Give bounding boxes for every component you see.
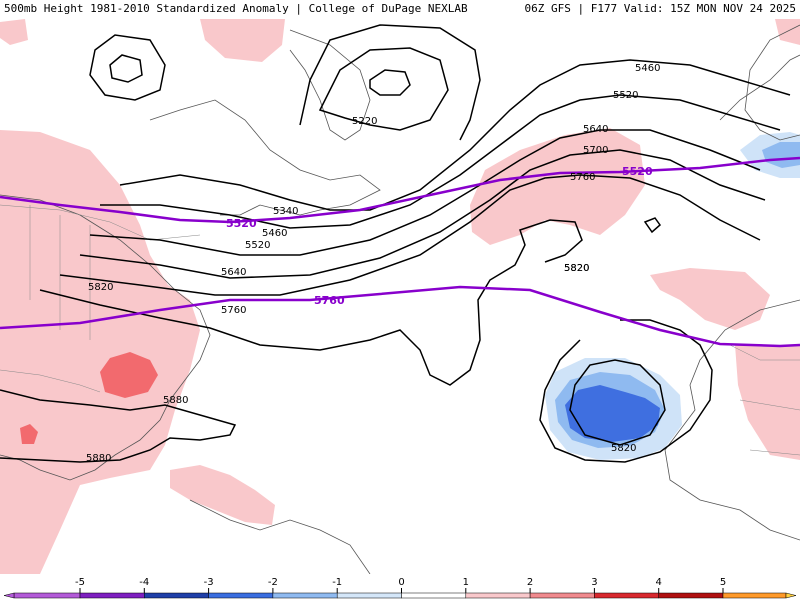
contour-labrador-low [109, 54, 143, 83]
coastline-north-america [0, 194, 211, 481]
contour-label: 5640 [221, 267, 246, 278]
contour-5460 [119, 59, 791, 211]
contour-label: 5340 [273, 206, 298, 217]
colorbar-tick-label: 5 [720, 577, 726, 588]
anomaly-area-central-atlantic [470, 128, 645, 245]
colorbar-segment [594, 592, 659, 599]
coastline-south-america [189, 499, 371, 574]
colorbar-segment [722, 592, 787, 599]
contour-label: 5700 [583, 145, 608, 156]
coastlines [0, 24, 800, 574]
colorbar-tick-label: 0 [398, 577, 404, 588]
climatology-5760 [0, 285, 800, 348]
colorbar-segment [13, 592, 81, 599]
contour-label: 5760 [221, 305, 246, 316]
colorbar-tick-label: 2 [527, 577, 533, 588]
coastline-greenland [289, 29, 371, 141]
neg-anomaly-northeast-inner [762, 142, 800, 168]
coastline-africa [664, 24, 800, 541]
border-us-canada [0, 204, 201, 241]
contour-label: 5460 [635, 63, 660, 74]
map-title: 500mb Height 1981-2010 Standardized Anom… [4, 2, 468, 15]
contour-label: 5820 [611, 443, 636, 454]
colorbar-segment [208, 592, 274, 599]
colorbar-tick-label: -5 [75, 577, 85, 588]
anomaly-area-northeast-canada [0, 19, 28, 45]
colorbar-tick-label: 1 [463, 577, 469, 588]
contour-5760 [59, 174, 761, 296]
contour-5820-main [39, 219, 583, 386]
anomaly-area-west-atlantic [0, 130, 200, 574]
neg-anomaly-core [565, 385, 660, 442]
height-contours [0, 24, 791, 463]
contour-5700 [79, 149, 766, 279]
border-africa-1 [729, 344, 800, 456]
climatology-5520 [0, 156, 800, 224]
contour-label: 5460 [262, 228, 287, 239]
colorbar-segment [529, 592, 595, 599]
contour-label: 5880 [86, 453, 111, 464]
climatology-contours [0, 156, 800, 348]
colorbar-segment [272, 592, 338, 599]
coastline-canada [149, 99, 381, 216]
colorbar-segment [465, 592, 531, 599]
contour-label: 5820 [564, 263, 589, 274]
colorbar-segment [401, 592, 467, 599]
contour-label: 5220 [352, 116, 377, 127]
anomaly-core-mexico [20, 424, 38, 444]
contour-small-oval [643, 217, 662, 234]
colorbar-tick-label: -3 [204, 577, 214, 588]
colorbar-tick-label: 3 [591, 577, 597, 588]
contour-5220 [318, 47, 449, 131]
positive-anomaly-areas [0, 19, 800, 574]
contour-5880-inner [569, 359, 666, 446]
contour-labels: 5220 5460 5520 5640 5700 5760 5820 5340 … [86, 63, 660, 464]
anomaly-area-africa-north [650, 268, 770, 330]
colorbar-tick-label: 4 [656, 577, 662, 588]
contour-label: 5820 [564, 263, 589, 274]
colorbar-tick-label: -2 [268, 577, 278, 588]
model-run-info: 06Z GFS | F177 Valid: 15Z MON NOV 24 202… [524, 2, 796, 15]
colorbar-segment [79, 592, 145, 599]
political-borders [0, 204, 800, 456]
coastline-europe [719, 54, 800, 121]
colorbar-tick-label: -4 [139, 577, 149, 588]
contour-label: 5520 [613, 90, 638, 101]
colorbar-tick-labels: -5 -4 -3 -2 -1 0 1 2 3 4 5 [75, 577, 726, 593]
colorbar-cap-right [785, 592, 797, 599]
contour-label: 5880 [163, 395, 188, 406]
contour-low-center [369, 69, 411, 96]
strong-positive-anomaly-areas [20, 352, 158, 444]
contour-label: 5640 [583, 124, 608, 135]
anomaly-core-gulf [100, 352, 158, 398]
contour-5880-gulf [0, 389, 237, 463]
anomaly-area-africa-west [735, 345, 800, 460]
colorbar-segment [658, 592, 724, 599]
colorbar-segment [336, 592, 402, 599]
anomaly-map: 5220 5460 5520 5640 5700 5760 5820 5340 … [0, 19, 800, 574]
climatology-label: 5760 [314, 294, 345, 307]
colorbar-segments [3, 592, 797, 599]
anomaly-area-greenland [200, 19, 285, 62]
colorbar-cap-left [3, 592, 15, 599]
climatology-label: 5520 [622, 165, 653, 178]
negative-anomaly-areas [545, 132, 800, 460]
contour-labrador-2 [89, 34, 166, 101]
border-us-mexico [0, 369, 101, 393]
climatology-label: 5520 [226, 217, 257, 230]
contour-label: 5520 [245, 240, 270, 251]
contour-a [299, 24, 481, 141]
colorbar: -5 -4 -3 -2 -1 0 1 2 3 4 5 [3, 577, 797, 599]
anomaly-area-northeast-corner [775, 19, 800, 45]
contour-label: 5760 [570, 172, 595, 183]
colorbar-tick-label: -1 [332, 577, 342, 588]
anomaly-area-caribbean [170, 465, 275, 525]
climatology-labels: 5520 5520 5760 [226, 165, 653, 307]
colorbar-segment [144, 592, 209, 599]
contour-label: 5820 [88, 282, 113, 293]
contour-5520 [100, 94, 781, 229]
